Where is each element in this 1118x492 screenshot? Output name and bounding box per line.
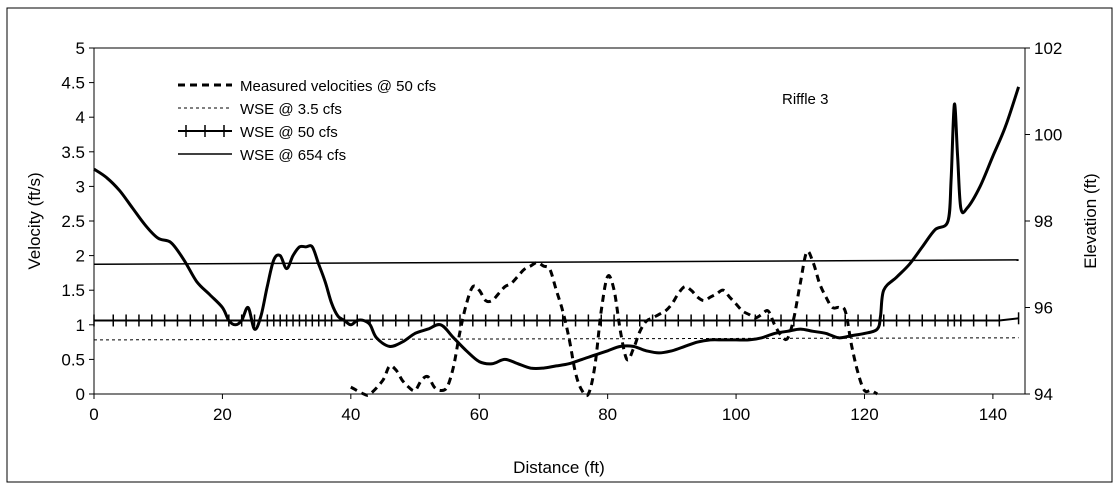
y-left-tick-label: 2.5	[61, 212, 85, 231]
legend-label: WSE @ 3.5 cfs	[240, 101, 342, 118]
x-tick-label: 140	[979, 405, 1007, 424]
x-tick-label: 80	[598, 405, 617, 424]
y-left-tick-label: 0.5	[61, 350, 85, 369]
x-tick-label: 60	[470, 405, 489, 424]
y-axis-right-label: Elevation (ft)	[1081, 173, 1100, 268]
y-left-tick-label: 3.5	[61, 143, 85, 162]
series-line-wse-3-5-cfs	[93, 337, 1019, 341]
y-right-tick-label: 96	[1034, 299, 1053, 318]
x-tick-label: 40	[341, 405, 360, 424]
y-left-tick-label: 4.5	[61, 74, 85, 93]
series-line-wse-50-cfs	[94, 317, 1019, 322]
chart-marks: 0 20 40 60 80 100 120 140 0 0.5 1 1.5 2 2.5 3 3.5 4 4.5 5 9…	[61, 39, 1062, 424]
y-left-tick-label: 2	[76, 247, 85, 266]
x-axis-label: Distance (ft)	[513, 458, 605, 477]
y-right-tick-label: 98	[1034, 212, 1053, 231]
y-right-tick-label: 102	[1034, 39, 1062, 58]
series-line-measured-velocities-50-cfs	[350, 249, 879, 398]
y-left-tick-label: 3	[76, 177, 85, 196]
y-right-tick-label: 94	[1034, 385, 1053, 404]
legend-label: Measured velocities @ 50 cfs	[240, 78, 436, 95]
legend-label: WSE @ 654 cfs	[240, 147, 346, 164]
annotation-riffle: Riffle 3	[782, 91, 828, 108]
y-left-tick-label: 4	[76, 108, 85, 127]
outer-frame	[6, 7, 1113, 483]
y-left-tick-label: 5	[76, 39, 85, 58]
x-tick-label: 20	[213, 405, 232, 424]
y-left-tick-label: 0	[76, 385, 85, 404]
y-right-tick-label: 100	[1034, 126, 1062, 145]
y-left-tick-label: 1	[76, 316, 85, 335]
x-tick-label: 120	[850, 405, 878, 424]
series-line-bed-profile	[93, 86, 1021, 370]
legend-label: WSE @ 50 cfs	[240, 124, 338, 141]
x-tick-label: 100	[722, 405, 750, 424]
x-tick-label: 0	[89, 405, 98, 424]
y-left-tick-label: 1.5	[61, 281, 85, 300]
y-axis-left-label: Velocity (ft/s)	[25, 172, 44, 269]
series-line-wse-654-cfs	[93, 259, 1019, 266]
